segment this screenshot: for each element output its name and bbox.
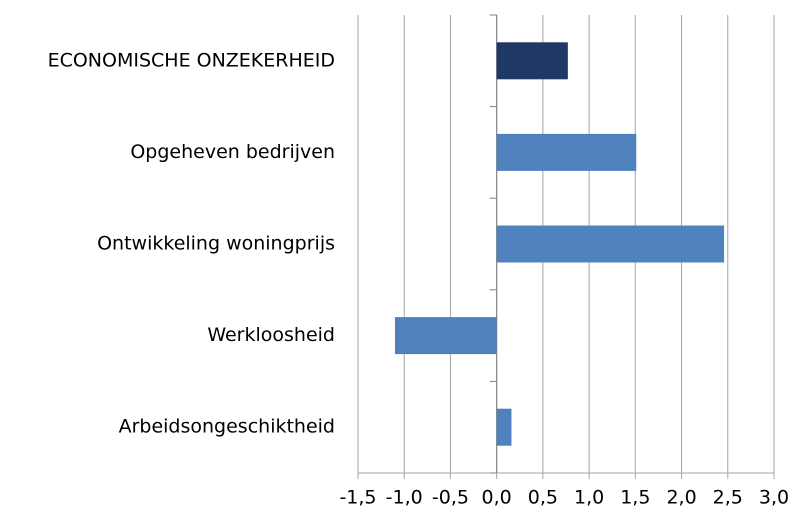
y-tick-label: ECONOMISCHE ONZEKERHEID: [48, 49, 335, 71]
bar: [394, 317, 497, 355]
bar: [496, 42, 568, 80]
x-tick-label: 0,0: [482, 487, 512, 509]
x-tick-label: 2,5: [713, 487, 743, 509]
x-tick-label: 0,5: [528, 487, 558, 509]
x-tick-label: -1,5: [339, 487, 376, 509]
bar: [496, 225, 725, 263]
x-tick-label: -0,5: [432, 487, 469, 509]
y-tick-label: Opgeheven bedrijven: [130, 141, 335, 163]
bar: [496, 408, 512, 446]
y-tick-label: Arbeidsongeschiktheid: [119, 416, 335, 438]
bar: [496, 133, 637, 171]
y-tick-label: Ontwikkeling woningprijs: [97, 233, 335, 255]
x-tick-label: 1,0: [574, 487, 604, 509]
x-tick-label: 2,0: [666, 487, 696, 509]
y-tick-label: Werkloosheid: [207, 324, 335, 346]
x-tick-label: -1,0: [386, 487, 423, 509]
x-tick-label: 3,0: [759, 487, 789, 509]
x-tick-label: 1,5: [620, 487, 650, 509]
